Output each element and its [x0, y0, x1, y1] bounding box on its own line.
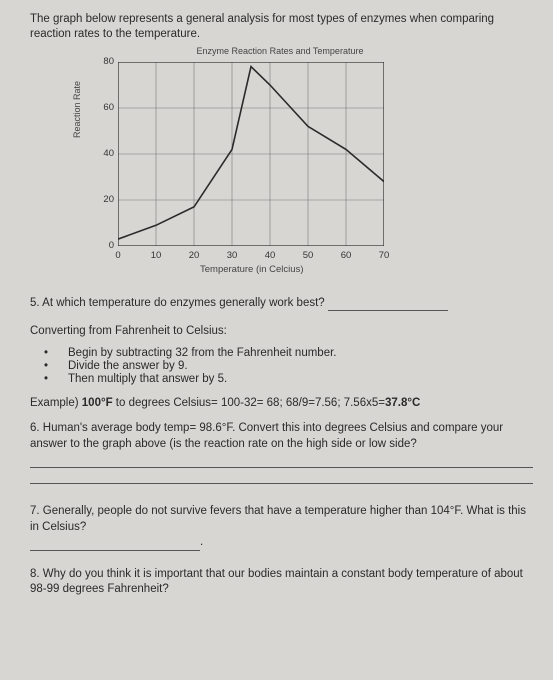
- y-tick: 20: [96, 194, 114, 205]
- example-bold-2: 37.8°C: [385, 397, 420, 409]
- x-tick: 0: [108, 250, 128, 261]
- x-tick: 60: [336, 250, 356, 261]
- y-tick: 40: [96, 148, 114, 159]
- q7-blank: [30, 540, 200, 551]
- bullet-item: Begin by subtracting 32 from the Fahrenh…: [68, 347, 337, 359]
- y-tick: 60: [96, 102, 114, 113]
- chart-svg: [118, 62, 384, 246]
- y-tick: 80: [96, 56, 114, 67]
- x-tick: 30: [222, 250, 242, 261]
- example-line: Example) 100°F to degrees Celsius= 100-3…: [30, 397, 533, 409]
- chart-container: Enzyme Reaction Rates and Temperature Re…: [100, 46, 533, 268]
- convert-heading: Converting from Fahrenheit to Celsius:: [30, 325, 533, 337]
- q6-blank-1: [30, 454, 533, 468]
- bullet-list: •Begin by subtracting 32 from the Fahren…: [44, 347, 533, 385]
- x-tick: 20: [184, 250, 204, 261]
- q5-blank: [328, 300, 448, 311]
- bullet-item: Divide the answer by 9.: [68, 360, 188, 372]
- bullet-dot: •: [44, 373, 68, 385]
- question-5: 5. At which temperature do enzymes gener…: [30, 296, 533, 312]
- question-8: 8. Why do you think it is important that…: [30, 567, 533, 598]
- q7-period: .: [200, 536, 203, 548]
- example-mid: to degrees Celsius= 100-32= 68; 68/9=7.5…: [113, 397, 385, 409]
- example-bold-1: 100°F: [82, 397, 113, 409]
- q7-text: 7. Generally, people do not survive feve…: [30, 505, 526, 533]
- q6-blank-2: [30, 470, 533, 484]
- question-6: 6. Human's average body temp= 98.6°F. Co…: [30, 421, 533, 452]
- chart-area: Reaction Rate Temperature (in Celcius) 0…: [100, 58, 440, 268]
- q5-text: 5. At which temperature do enzymes gener…: [30, 297, 325, 309]
- x-axis-label: Temperature (in Celcius): [200, 264, 303, 275]
- y-axis-label: Reaction Rate: [72, 81, 82, 138]
- bullet-dot: •: [44, 360, 68, 372]
- x-tick: 70: [374, 250, 394, 261]
- example-label: Example): [30, 397, 79, 409]
- intro-text: The graph below represents a general ana…: [30, 12, 533, 42]
- x-tick: 40: [260, 250, 280, 261]
- x-tick: 10: [146, 250, 166, 261]
- bullet-item: Then multiply that answer by 5.: [68, 373, 227, 385]
- question-7: 7. Generally, people do not survive feve…: [30, 504, 533, 551]
- bullet-dot: •: [44, 347, 68, 359]
- x-tick: 50: [298, 250, 318, 261]
- chart-title: Enzyme Reaction Rates and Temperature: [140, 46, 420, 56]
